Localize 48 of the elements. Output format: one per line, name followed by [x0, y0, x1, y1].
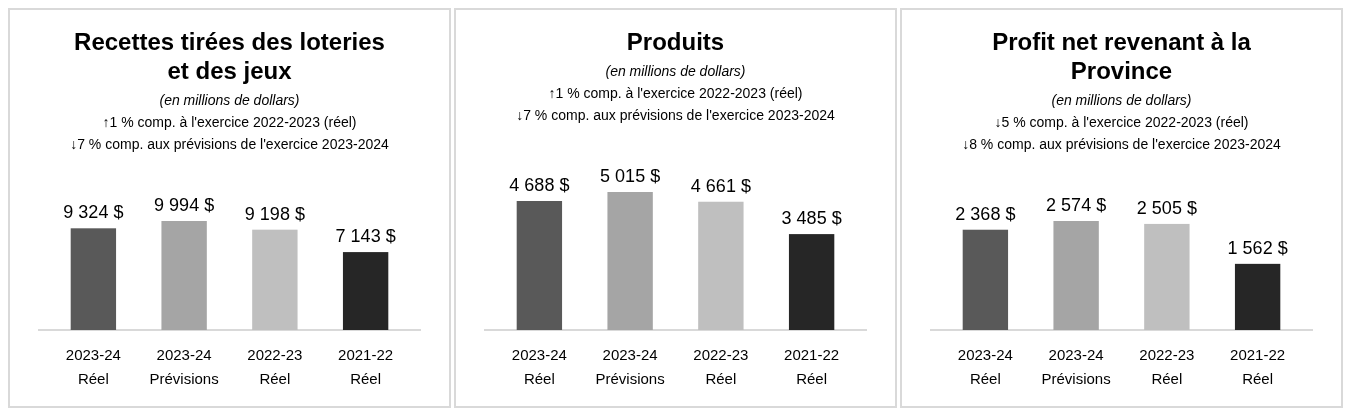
data-label: 4 688 $	[509, 175, 570, 195]
chart-subtitle: (en millions de dollars)	[605, 63, 746, 79]
chart-subtitle: (en millions de dollars)	[159, 92, 300, 108]
bar	[1234, 263, 1281, 330]
x-tick-label: 2023-24 Réel	[957, 346, 1013, 387]
x-tick-label: 2023-24 Prévisions	[149, 346, 219, 387]
x-tick-label: 2022-23 Réel	[247, 346, 303, 387]
data-label: 2 574 $	[1046, 195, 1107, 215]
chart-subtitle: (en millions de dollars)	[1051, 92, 1192, 108]
text: ↓8 % comp. aux prévisions de l'exercice 2023-2024	[962, 136, 1282, 152]
data-label: 9 198 $	[244, 203, 305, 224]
data-label: 9 324 $	[63, 202, 124, 223]
bar	[607, 192, 653, 330]
x-tick-label: 2022-23 Réel	[693, 346, 749, 387]
data-label: 3 485 $	[781, 208, 842, 229]
bar	[698, 201, 744, 330]
data-label: 1 562 $	[1227, 237, 1288, 258]
text: ↑1 % comp. à l'exercice 2022-2023 (réel)	[102, 114, 357, 130]
chart-title: Recettes tirées des loteries et des jeux	[74, 28, 385, 84]
text: ↓7 % comp. aux prévisions de l'exercice 2023-2024	[516, 107, 836, 123]
data-label: 9 994 $	[154, 195, 215, 215]
bar	[161, 221, 207, 330]
bar	[1144, 223, 1190, 330]
text: ↑1 % comp. à l'exercice 2022-2023 (réel)	[548, 85, 803, 101]
text: ↓5 % comp. à l'exercice 2022-2023 (réel)	[994, 114, 1249, 130]
bar	[516, 201, 563, 330]
bar	[1053, 221, 1099, 330]
data-label: 2 505 $	[1136, 197, 1197, 218]
text: ↓7 % comp. aux prévisions de l'exercice 2023-2024	[70, 136, 390, 152]
data-label: 7 143 $	[335, 226, 396, 247]
bar	[70, 228, 117, 330]
x-tick-label: 2022-23 Réel	[1139, 346, 1195, 387]
data-label: 5 015 $	[600, 166, 661, 186]
x-tick-label: 2023-24 Prévisions	[595, 346, 665, 387]
x-tick-label: 2021-22 Réel	[1230, 346, 1286, 387]
bar	[342, 252, 389, 330]
x-tick-label: 2021-22 Réel	[784, 346, 840, 387]
data-label: 4 661 $	[690, 175, 751, 196]
x-tick-label: 2023-24 Prévisions	[1041, 346, 1111, 387]
bar	[252, 229, 298, 330]
chart-title: Profit net revenant à la Province	[992, 28, 1252, 84]
x-tick-label: 2023-24 Réel	[511, 346, 567, 387]
chart-title: Produits	[626, 28, 725, 55]
x-tick-label: 2021-22 Réel	[338, 346, 394, 387]
data-label: 2 368 $	[955, 203, 1016, 224]
bar	[962, 229, 1009, 330]
x-tick-label: 2023-24 Réel	[65, 346, 121, 387]
bar	[788, 234, 835, 330]
